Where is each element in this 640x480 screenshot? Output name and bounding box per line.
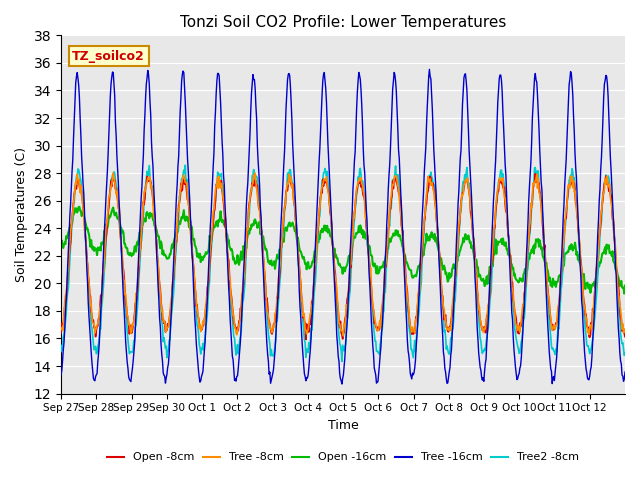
- Y-axis label: Soil Temperatures (C): Soil Temperatures (C): [15, 147, 28, 282]
- Legend: Open -8cm, Tree -8cm, Open -16cm, Tree -16cm, Tree2 -8cm: Open -8cm, Tree -8cm, Open -16cm, Tree -…: [103, 448, 583, 467]
- X-axis label: Time: Time: [328, 419, 358, 432]
- Title: Tonzi Soil CO2 Profile: Lower Temperatures: Tonzi Soil CO2 Profile: Lower Temperatur…: [180, 15, 506, 30]
- Text: TZ_soilco2: TZ_soilco2: [72, 49, 145, 63]
